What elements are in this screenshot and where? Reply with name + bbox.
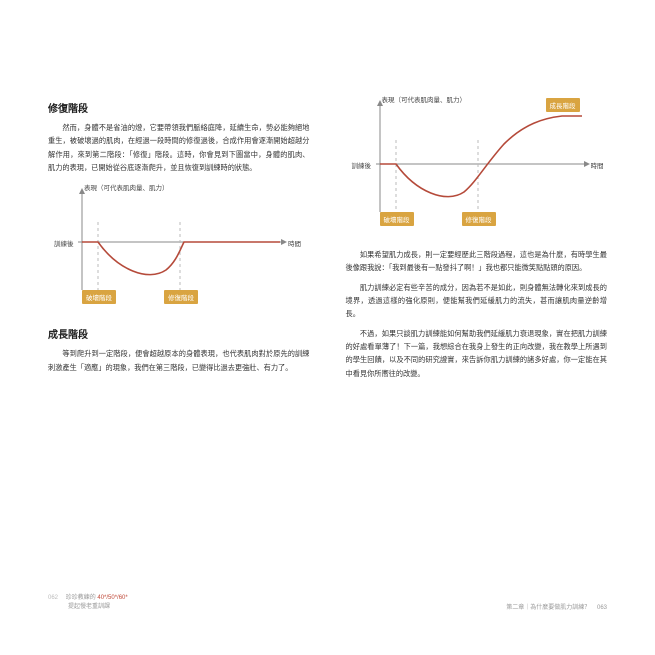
left-column: 修復階段 然而，身體不是省油的燈，它要帶領我們脈絡庭降，延續生命，勢必能夠絕地重…	[48, 100, 310, 655]
tag-repair: 修復階段	[462, 212, 496, 226]
footer-line1b: 40*/50*/60*	[96, 595, 128, 601]
footer-left: 062 珍珍教練的 40*/50*/60* 提起慢老重訓課	[48, 594, 128, 611]
para: 然而，身體不是省油的燈，它要帶領我們脈絡庭降，延續生命，勢必能夠絕地重生，被破壞…	[48, 121, 310, 174]
section-title-growth: 成長階段	[48, 326, 310, 341]
origin-label: 訓練後	[54, 238, 74, 248]
tag-damage: 破壞階段	[380, 212, 414, 226]
right-column: 表現（可代表肌肉量、肌力） 訓練後 時間 成長階段 破壞階段 修復階段 如果希望…	[346, 100, 608, 655]
page-spread: 修復階段 然而，身體不是省油的燈，它要帶領我們脈絡庭降，延續生命，勢必能夠絕地重…	[0, 0, 655, 655]
tag-damage: 破壞階段	[82, 290, 116, 304]
x-axis-label: 時間	[591, 160, 604, 170]
footer-right: 第二章｜為什麼要做肌力訓練？ 063	[506, 602, 607, 611]
footer-line1a: 珍珍教練的	[66, 595, 96, 601]
origin-label: 訓練後	[352, 160, 372, 170]
section-title-repair: 修復階段	[48, 100, 310, 115]
y-axis-label: 表現（可代表肌肉量、肌力）	[382, 94, 467, 104]
x-axis-label: 時間	[288, 238, 301, 248]
chart-growth: 表現（可代表肌肉量、肌力） 訓練後 時間 成長階段 破壞階段 修復階段	[346, 94, 608, 234]
para: 肌力訓練必定有些辛苦的成分，因為若不是如此，則身體無法轉化來到成長的境界，透過這…	[346, 281, 608, 321]
tag-repair: 修復階段	[164, 290, 198, 304]
para: 等到爬升到一定階段，便會超越原本的身體表現，也代表肌肉對於原先的訓練刺激產生「適…	[48, 347, 310, 374]
tag-growth: 成長階段	[546, 98, 580, 112]
y-axis-label: 表現（可代表肌肉量、肌力）	[84, 182, 169, 192]
page-number-right: 063	[597, 605, 607, 611]
para: 不過，如果只談肌力訓練能如何幫助我們延緩肌力衰退現象，實在把肌力訓練的好處看單薄…	[346, 327, 608, 380]
chart-repair: 表現（可代表肌肉量、肌力） 訓練後 時間 破壞階段 修復階段	[48, 182, 310, 312]
para: 如果希望肌力成長，則一定要經歷此三階段過程，這也是為什麼，有時學生最後像跟我說：…	[346, 248, 608, 275]
page-number-left: 062	[48, 594, 58, 602]
chapter-label: 第二章｜為什麼要做肌力訓練？	[506, 605, 590, 611]
footer-line2: 提起慢老重訓課	[68, 604, 110, 610]
